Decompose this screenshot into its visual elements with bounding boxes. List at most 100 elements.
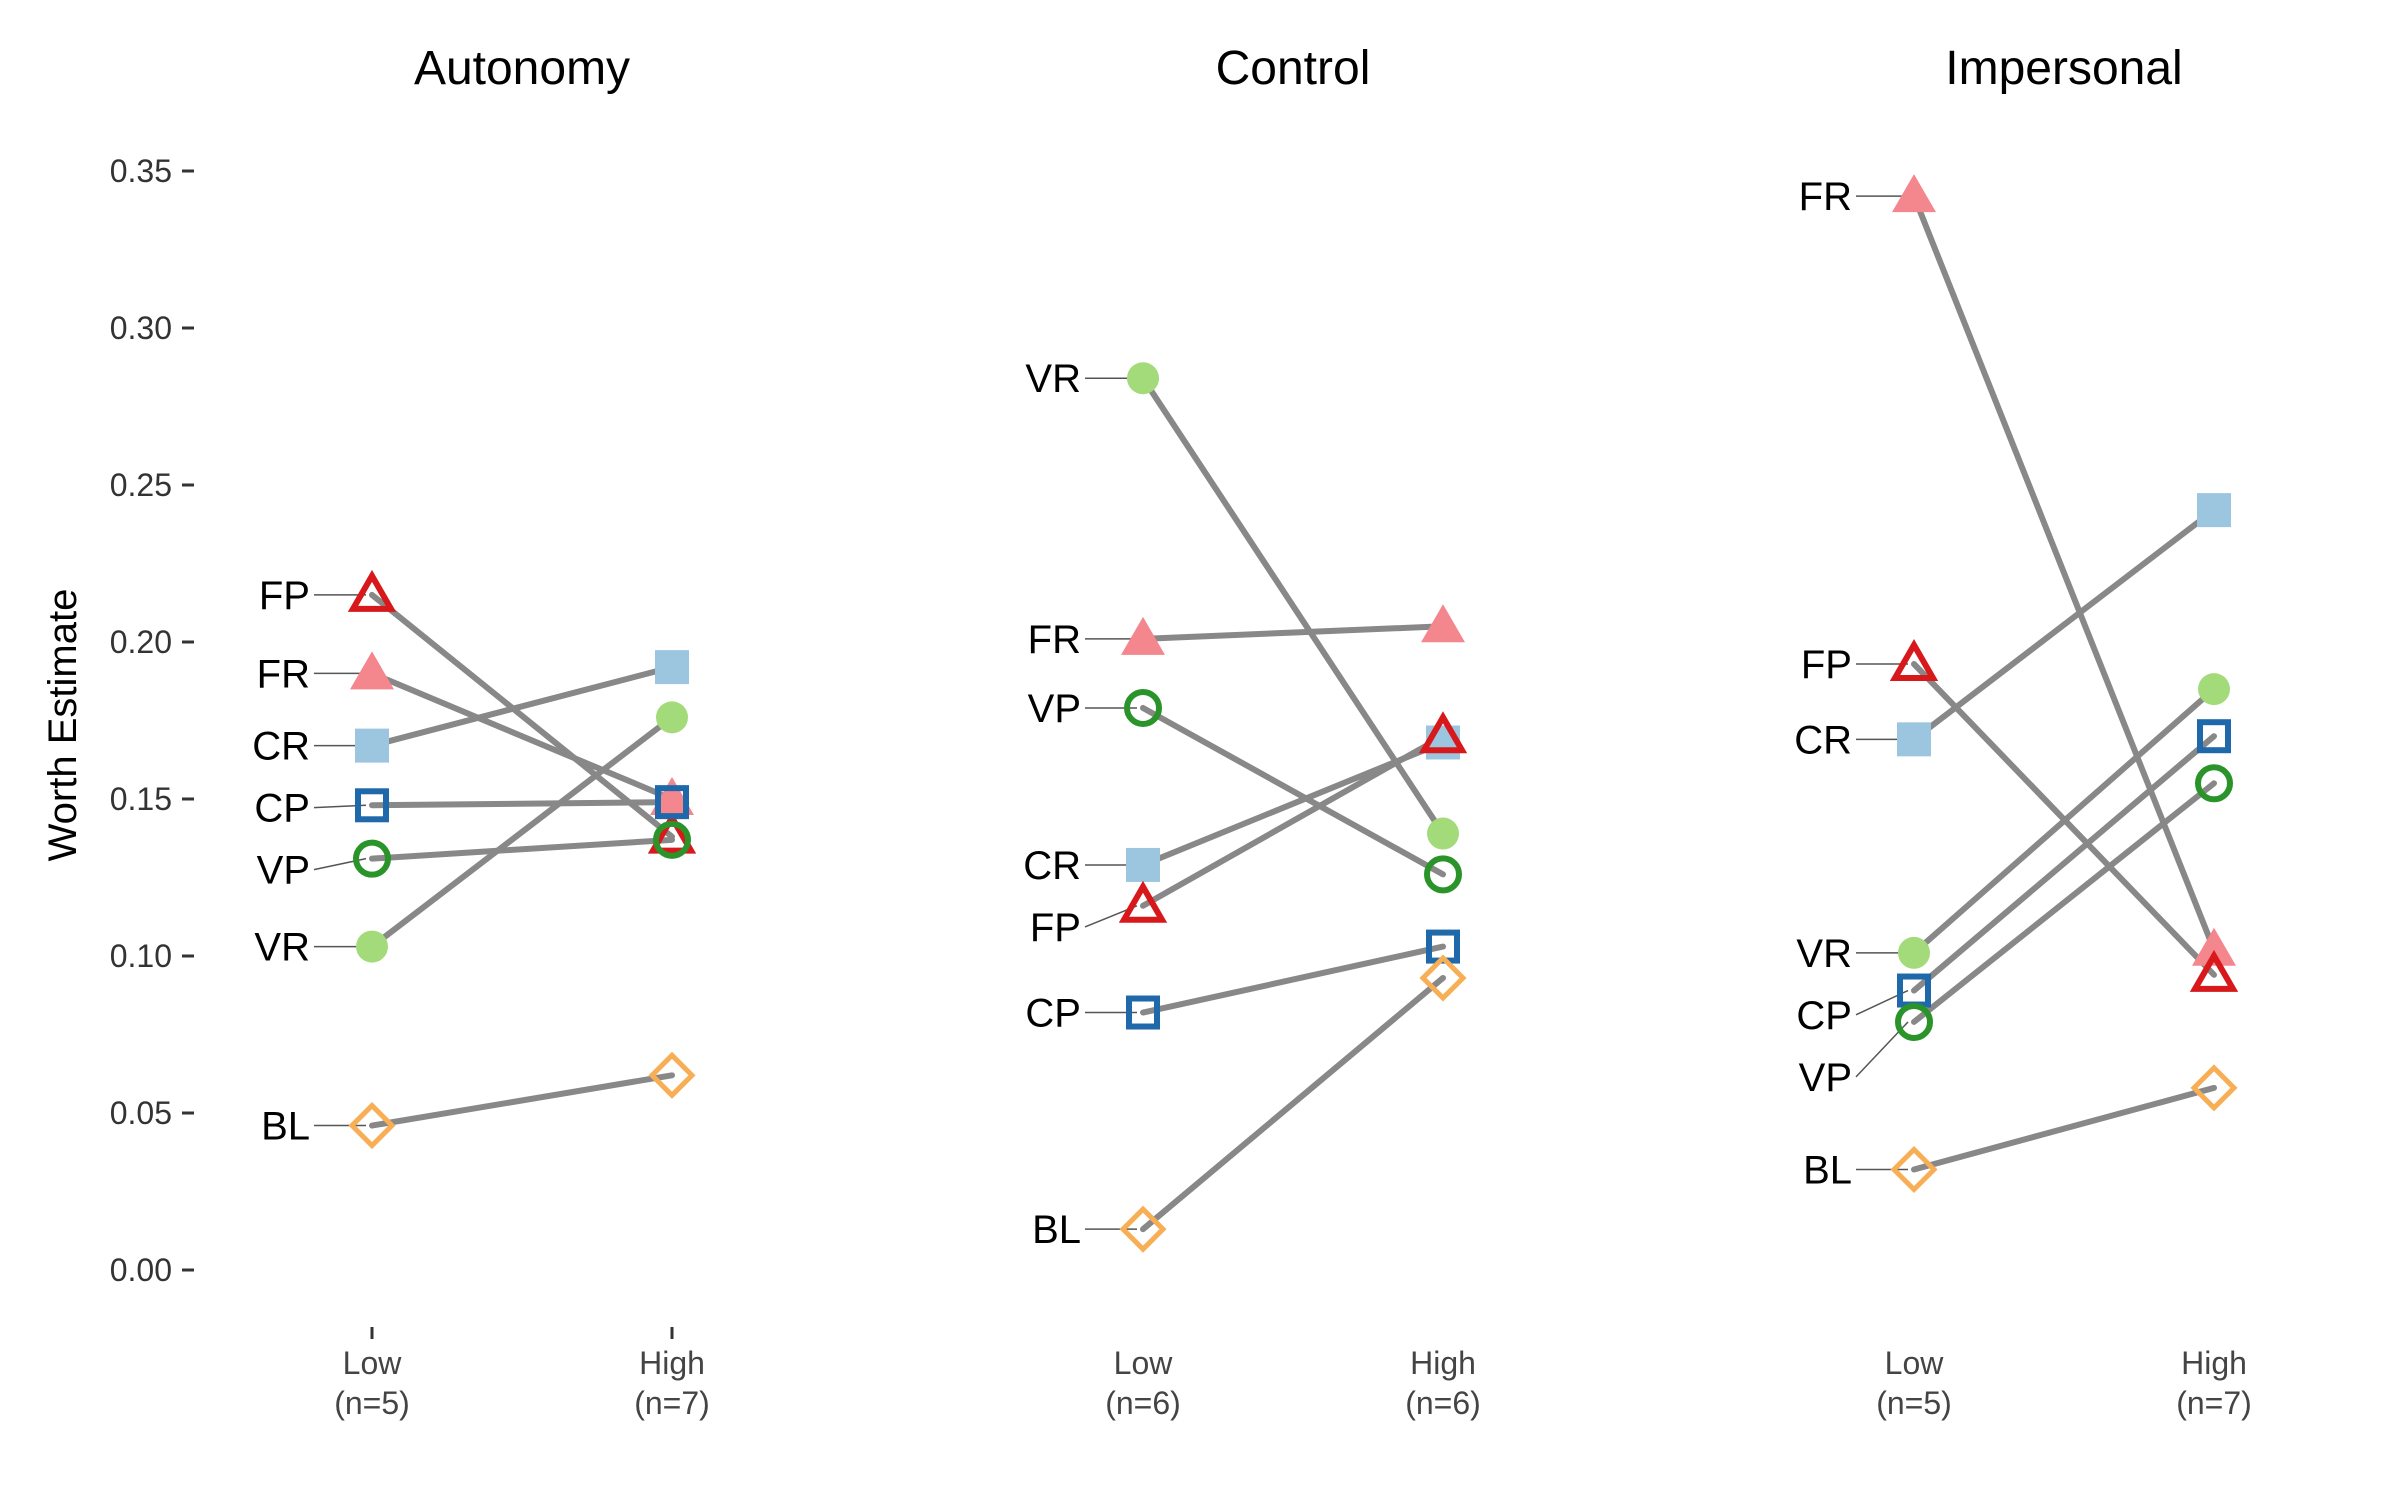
data-point — [1897, 722, 1931, 757]
data-point — [1892, 174, 1936, 213]
condition-label: BL — [1803, 1149, 1852, 1193]
data-point — [1421, 604, 1465, 643]
condition-label: VP — [257, 849, 310, 893]
series-line-vp — [1140, 704, 1446, 878]
panel-control: Control Low (n=6) High (n=6) VR FR VP CR FP CP BL — [1023, 42, 1481, 1421]
y-tick-label: 0.35 — [110, 153, 172, 189]
x-tick-label: High — [1410, 1345, 1476, 1381]
condition-label: CP — [254, 787, 310, 831]
data-point — [2190, 1064, 2238, 1112]
series-line-vp — [369, 836, 675, 862]
data-point — [1890, 1145, 1938, 1194]
data-point — [2197, 719, 2231, 754]
condition-label: CR — [252, 725, 310, 769]
data-point — [353, 839, 391, 878]
series-markers — [1889, 174, 2239, 1194]
x-tick-label: (n=5) — [334, 1385, 410, 1421]
data-point — [1427, 817, 1459, 850]
series-line-bl — [1911, 1084, 2217, 1173]
condition-label: FR — [1028, 618, 1081, 662]
condition-label: FR — [1799, 175, 1852, 219]
series-line-fp — [1140, 733, 1446, 909]
data-point — [648, 1051, 696, 1099]
y-tick-label: 0.20 — [110, 624, 172, 660]
series-lines — [1140, 375, 1446, 1233]
y-axis: 0.00 0.05 0.10 0.15 0.20 0.25 0.30 0.35 — [110, 153, 194, 1288]
condition-label: BL — [1032, 1208, 1081, 1252]
series-line-vp — [1911, 780, 2217, 1025]
data-point — [1119, 1205, 1167, 1253]
data-point — [1418, 711, 1468, 754]
x-tick-label: (n=6) — [1405, 1385, 1481, 1421]
data-point — [1898, 936, 1930, 969]
y-axis-title: Worth Estimate — [41, 589, 85, 862]
series-lines — [1911, 193, 2217, 1173]
data-point — [1419, 954, 1467, 1002]
y-tick-label: 0.10 — [110, 938, 172, 974]
series-line-fp — [369, 591, 675, 840]
condition-label: FR — [257, 652, 310, 696]
data-point — [1121, 616, 1165, 655]
panels: Autonomy Low (n=5) High (n=7) FP FR CR CP VP VR BL C… — [252, 42, 2252, 1421]
series-line-fr — [369, 670, 675, 802]
y-tick-label: 0.25 — [110, 467, 172, 503]
y-tick-label: 0.30 — [110, 310, 172, 346]
y-tick-label: 0.05 — [110, 1095, 172, 1131]
panel-title: Autonomy — [414, 42, 630, 95]
y-tick-label: 0.15 — [110, 781, 172, 817]
data-point — [347, 569, 397, 612]
data-point — [655, 650, 689, 685]
series-lines — [369, 591, 675, 1129]
series-line-vr — [1911, 686, 2217, 956]
series-markers — [1118, 362, 1468, 1253]
data-point — [1889, 638, 1939, 681]
series-line-cr — [369, 664, 675, 749]
x-tick-label: Low — [343, 1345, 403, 1381]
data-point — [348, 1102, 396, 1150]
data-point — [1126, 847, 1160, 882]
x-tick-label: High — [2181, 1345, 2247, 1381]
panel-impersonal: Impersonal Low (n=5) High (n=7) FR FP CR VR CP VP B… — [1794, 42, 2252, 1421]
condition-label: VP — [1028, 687, 1081, 731]
condition-label: CP — [1796, 994, 1852, 1038]
series-line-fr — [1911, 193, 2217, 953]
data-point — [350, 651, 394, 690]
condition-label: CR — [1023, 844, 1081, 888]
series-line-cp — [369, 799, 675, 809]
data-point — [2189, 949, 2239, 992]
panel-title: Impersonal — [1945, 42, 2182, 95]
x-tick-label: (n=7) — [2176, 1385, 2252, 1421]
condition-label: BL — [261, 1105, 310, 1149]
series-line-vr — [369, 714, 675, 950]
data-point — [655, 785, 689, 820]
condition-label: VR — [1025, 357, 1081, 401]
series-line-bl — [1140, 974, 1446, 1233]
condition-label: FP — [259, 574, 310, 618]
x-tick-label: (n=5) — [1876, 1385, 1952, 1421]
condition-labels: FP FR CR CP VP VR BL — [252, 574, 367, 1149]
data-point — [653, 820, 691, 859]
data-point — [2198, 673, 2230, 706]
data-point — [1124, 688, 1162, 727]
condition-label: CP — [1025, 992, 1081, 1036]
data-point — [656, 701, 688, 734]
condition-label: FP — [1801, 643, 1852, 687]
series-markers — [347, 569, 697, 1150]
series-line-cp — [1911, 733, 2217, 994]
condition-label: VP — [1799, 1056, 1852, 1100]
data-point — [1126, 995, 1160, 1030]
data-point — [2192, 927, 2236, 966]
series-line-cr — [1911, 507, 2217, 743]
panel-title: Control — [1216, 42, 1371, 95]
series-line-vr — [1140, 375, 1446, 837]
condition-label: VR — [254, 926, 310, 970]
x-tick-label: High — [639, 1345, 705, 1381]
data-point — [1127, 362, 1159, 395]
data-point — [1895, 1002, 1933, 1041]
x-tick-label: (n=6) — [1105, 1385, 1181, 1421]
series-line-cp — [1140, 943, 1446, 1016]
x-tick-label: (n=7) — [634, 1385, 710, 1421]
data-point — [355, 728, 389, 763]
